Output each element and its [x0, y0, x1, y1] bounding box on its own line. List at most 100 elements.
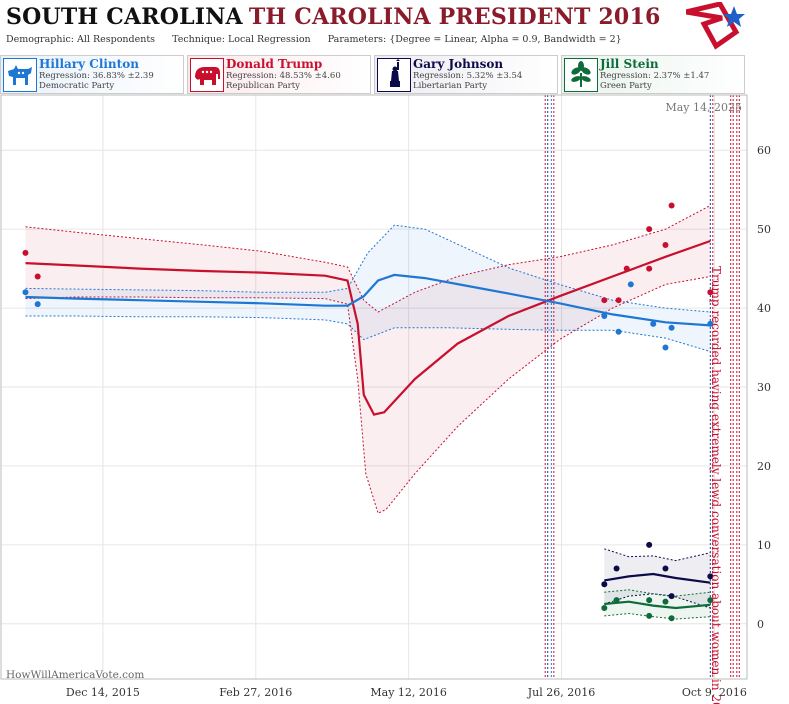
hillary-clinton-upper-bound [25, 224, 711, 313]
regression-lines [25, 239, 711, 610]
leaf-icon [564, 58, 598, 92]
donald-trump-point [662, 241, 669, 248]
technique-label: Technique: [172, 34, 225, 45]
y-tick-label: 50 [757, 223, 771, 236]
donald-trump-lower-bound [25, 276, 711, 515]
donald-trump-point [646, 226, 653, 233]
legend-card-clinton[interactable]: Hillary Clinton Regression: 36.83% ±2.39… [0, 55, 184, 94]
plot-frame [0, 94, 748, 680]
donkey-icon [3, 58, 37, 92]
page-title: SOUTH CAROLINA TH CAROLINA PRESIDENT 2016 [6, 4, 660, 30]
hillary-clinton-line [25, 273, 711, 327]
hillary-clinton-point [668, 324, 675, 331]
hillary-clinton-point [707, 320, 714, 327]
event-lines [544, 95, 740, 679]
gary-johnson-point [613, 565, 620, 572]
jill-stein-upper-bound [604, 589, 711, 597]
hillary-clinton-point [22, 289, 29, 296]
date-label: May 14, 2025 [665, 101, 742, 114]
legend-party: Democratic Party [39, 81, 115, 91]
gary-johnson-point [601, 581, 608, 588]
y-tick-label: 40 [757, 302, 771, 315]
jill-stein-band [604, 589, 711, 619]
legend-card-stein[interactable]: Jill Stein Regression: 2.37% ±1.47 Green… [561, 55, 745, 94]
donald-trump-point [623, 265, 630, 272]
donald-trump-point [646, 265, 653, 272]
gary-johnson-point [668, 593, 675, 600]
x-tick-label: May 12, 2016 [370, 686, 447, 699]
gary-johnson-lower-bound [604, 593, 711, 609]
legend-party: Green Party [600, 81, 652, 91]
confidence-bands [25, 205, 711, 620]
legend-regression: Regression: 36.83% ±2.39 [39, 71, 154, 81]
parameters-bar: Demographic: All Respondents Technique: Lo… [6, 34, 636, 45]
y-tick-label: 10 [757, 539, 771, 552]
hillary-clinton-point [662, 344, 669, 351]
jill-stein-point [707, 597, 714, 604]
donald-trump-point [707, 289, 714, 296]
hillary-clinton-point [615, 328, 622, 335]
title-state: SOUTH CAROLINA [6, 4, 243, 30]
event-annotation: Trump recorded having extremely lewd con… [709, 266, 723, 704]
x-tick-label: Dec 14, 2015 [66, 686, 140, 699]
elephant-icon [190, 58, 224, 92]
technique-value: Local Regression [227, 34, 311, 45]
axes: 0 10 20 30 40 50 60 Dec 14, 2015 Feb 27, 2016 May… [66, 144, 771, 699]
donald-trump-point [601, 297, 608, 304]
legend-card-trump[interactable]: Donald Trump Regression: 48.53% ±4.60 Re… [187, 55, 371, 94]
grid [1, 95, 747, 679]
legend-name: Gary Johnson [413, 57, 504, 71]
donald-trump-point [34, 273, 41, 280]
jill-stein-point [668, 615, 675, 622]
gary-johnson-band [604, 548, 711, 608]
jill-stein-point [646, 612, 653, 619]
site-logo [686, 2, 745, 50]
hillary-clinton-point [627, 281, 634, 288]
parameters-value: {Degree = Linear, Alpha = 0.9, Bandwidth… [389, 34, 622, 45]
statue-of-liberty-icon [377, 58, 411, 92]
gary-johnson-point [707, 573, 714, 580]
legend-card-johnson[interactable]: Gary Johnson Regression: 5.32% ±3.54 Lib… [374, 55, 558, 94]
legend-name: Donald Trump [226, 57, 323, 71]
hillary-clinton-lower-bound [25, 315, 711, 352]
legend-party: Republican Party [226, 81, 300, 91]
legend-regression: Regression: 2.37% ±1.47 [600, 71, 710, 81]
poll-chart: 0 10 20 30 40 50 60 Dec 14, 2015 Feb 27, 2016 May… [0, 94, 771, 704]
title-race: TH CAROLINA PRESIDENT 2016 [248, 4, 661, 30]
legend-name: Jill Stein [600, 57, 659, 71]
gary-johnson-line [604, 572, 711, 584]
donald-trump-point [668, 202, 675, 209]
jill-stein-point [613, 597, 620, 604]
x-tick-label: Jul 26, 2016 [527, 686, 596, 699]
gary-johnson-point [662, 565, 669, 572]
y-tick-label: 20 [757, 460, 771, 473]
jill-stein-point [662, 598, 669, 605]
jill-stein-lower-bound [604, 612, 711, 620]
donald-trump-point [615, 297, 622, 304]
donald-trump-band [25, 205, 711, 514]
parameters-label: Parameters: [327, 34, 387, 45]
donald-trump-line [25, 239, 711, 416]
demographic-label: Demographic: [6, 34, 75, 45]
hillary-clinton-point [34, 301, 41, 308]
donald-trump-point [22, 249, 29, 256]
legend-name: Hillary Clinton [39, 57, 139, 71]
x-tick-label: Oct 9, 2016 [682, 686, 747, 699]
hillary-clinton-band [25, 225, 711, 352]
legend-regression: Regression: 48.53% ±4.60 [226, 71, 341, 81]
watermark: HowWillAmericaVote.com [6, 669, 144, 681]
hillary-clinton-point [601, 312, 608, 319]
gary-johnson-upper-bound [604, 548, 711, 562]
legend-party: Libertarian Party [413, 81, 488, 91]
poll-points [22, 202, 714, 622]
legend-regression: Regression: 5.32% ±3.54 [413, 71, 523, 81]
y-tick-label: 60 [757, 144, 771, 157]
hillary-clinton-point [650, 320, 657, 327]
y-tick-label: 0 [757, 618, 764, 631]
jill-stein-point [646, 597, 653, 604]
jill-stein-line [604, 600, 711, 610]
x-tick-label: Feb 27, 2016 [219, 686, 292, 699]
jill-stein-point [601, 604, 608, 611]
y-tick-label: 30 [757, 381, 771, 394]
demographic-value: All Respondents [77, 34, 156, 45]
